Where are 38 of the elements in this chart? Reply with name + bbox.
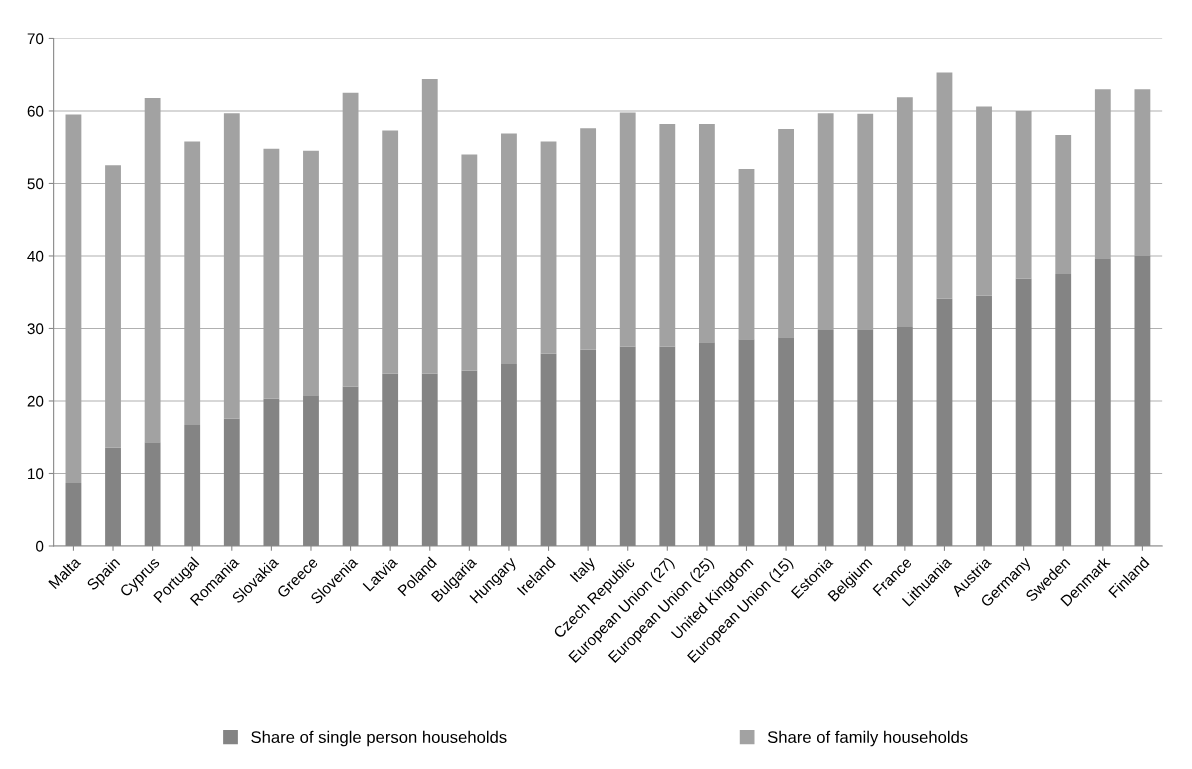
- y-tick-label: 10: [28, 468, 44, 480]
- bar: [698, 124, 715, 343]
- bar: [857, 113, 874, 330]
- bar: [303, 150, 319, 396]
- bar: [738, 168, 755, 340]
- bar: [105, 165, 121, 448]
- bar: [659, 124, 676, 347]
- bar: [65, 114, 82, 483]
- y-tick-label: 40: [27, 250, 44, 262]
- bar: [342, 92, 359, 387]
- y-tick-label: 20: [27, 395, 44, 407]
- bar: [936, 72, 953, 299]
- bar: [263, 148, 280, 399]
- bar: [223, 113, 240, 419]
- bar: [382, 130, 399, 374]
- bar: [580, 128, 597, 350]
- legend-label: Share of single person households: [251, 730, 507, 747]
- y-tick-label: 30: [27, 323, 44, 335]
- bar: [1094, 89, 1111, 259]
- bar: [421, 79, 438, 374]
- bar: [1055, 134, 1072, 275]
- bar: [896, 97, 913, 328]
- bar: [778, 129, 794, 338]
- y-tick-label: 70: [27, 33, 44, 45]
- bar: [461, 154, 478, 371]
- bar: [144, 97, 161, 443]
- bar: [619, 112, 636, 347]
- legend-label: Share of family households: [767, 730, 968, 747]
- y-tick-label: 60: [27, 105, 44, 117]
- bar: [501, 133, 517, 364]
- bar: [976, 106, 992, 296]
- bar: [540, 141, 557, 354]
- bar: [817, 113, 834, 330]
- bar: [184, 141, 201, 425]
- y-tick-label: 0: [36, 540, 44, 552]
- bar: [1134, 89, 1151, 256]
- y-tick-label: 50: [27, 178, 44, 190]
- bar: [1015, 110, 1032, 279]
